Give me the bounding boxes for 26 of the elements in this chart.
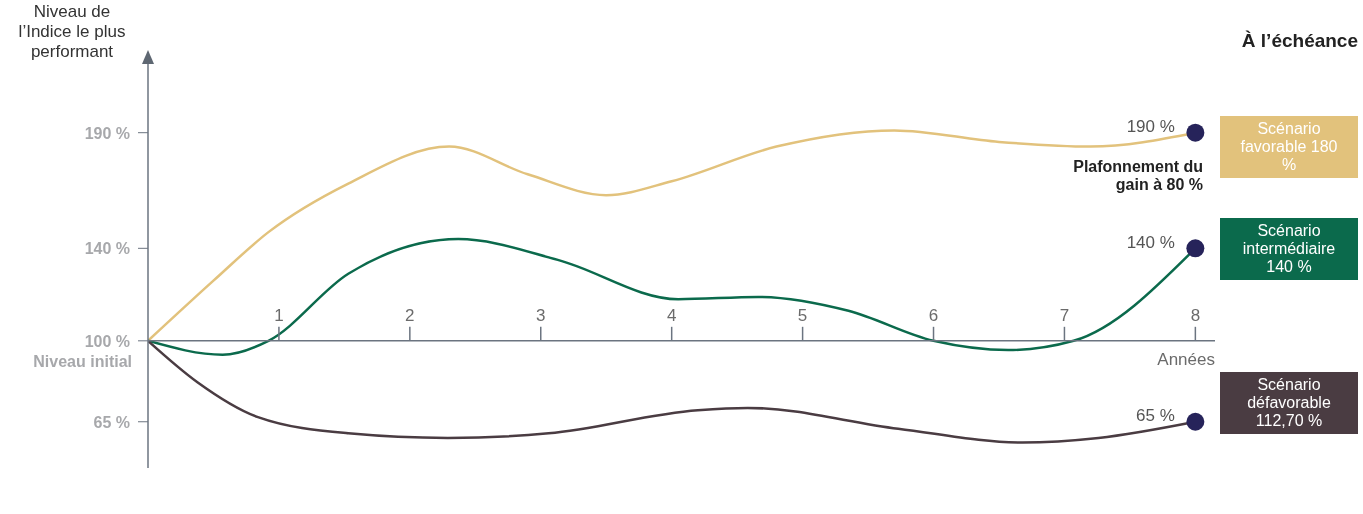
annotation: Plafonnement du gain à 80 % xyxy=(1072,157,1203,194)
legend-title: À l’échéance xyxy=(1241,30,1358,52)
point xyxy=(1186,239,1205,258)
point xyxy=(1186,123,1205,142)
text: Scénario intermédiaire 140 % xyxy=(1220,218,1358,280)
x-tick-label: 3 xyxy=(536,305,546,325)
text: Niveau initial xyxy=(32,352,132,371)
x-tick-label: 7 xyxy=(1059,305,1070,325)
text: Scénario défavorable 112,70 % xyxy=(1220,372,1358,434)
x-tick-label: 8 xyxy=(1190,305,1201,325)
data-label: 190 % xyxy=(1126,117,1175,137)
y-tick-label: 65 % xyxy=(93,413,130,431)
x-tick-label: 4 xyxy=(666,305,677,325)
data-label: 65 % xyxy=(1136,406,1175,426)
y-tick-label: 140 % xyxy=(84,240,130,258)
y-tick-label: 190 % xyxy=(84,124,130,142)
y-axis-title: Niveau de l’Indice le plus performant xyxy=(17,2,127,62)
x-axis-title: Années xyxy=(1157,349,1215,369)
point xyxy=(1186,412,1205,431)
x-tick-label: 1 xyxy=(274,305,284,325)
text: Scénario favorable 180 % xyxy=(1220,116,1358,178)
data-label: 140 % xyxy=(1126,232,1175,252)
y-tick-label: 100 % xyxy=(84,332,130,350)
x-tick-label: 5 xyxy=(797,305,808,325)
x-tick-label: 2 xyxy=(405,305,415,325)
x-tick-label: 6 xyxy=(928,305,939,325)
